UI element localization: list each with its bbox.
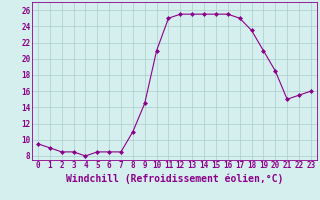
X-axis label: Windchill (Refroidissement éolien,°C): Windchill (Refroidissement éolien,°C) [66,173,283,184]
